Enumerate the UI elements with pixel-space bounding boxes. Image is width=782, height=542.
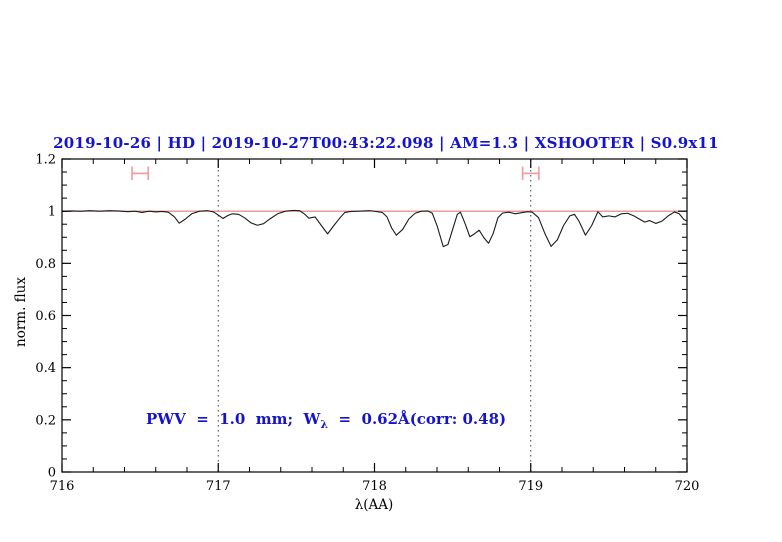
x-axis-label: λ(AA) — [354, 497, 394, 513]
x-tick-label: 717 — [206, 479, 231, 494]
x-tick-label: 720 — [675, 479, 700, 494]
x-tick-label: 716 — [50, 479, 75, 494]
x-tick-label: 718 — [362, 479, 387, 494]
spectrum-line — [61, 209, 688, 248]
y-tick-label: 0.6 — [35, 309, 56, 324]
y-tick-label: 0.8 — [35, 257, 56, 272]
pwv-annotation-value: = 0.62Å(corr: 0.48) — [328, 410, 507, 428]
pwv-annotation-text: PWV = 1.0 mm; W — [146, 410, 321, 428]
pwv-annotation-subscript: λ — [320, 418, 329, 431]
plot-title: 2019-10-26 | HD | 2019-10-27T00:43:22.09… — [53, 134, 719, 152]
y-tick-label: 1.2 — [35, 153, 56, 168]
y-axis-label: norm. flux — [13, 277, 29, 347]
x-tick-label: 719 — [518, 479, 543, 494]
y-tick-label: 0 — [48, 466, 56, 481]
y-tick-label: 0.2 — [35, 413, 56, 428]
y-tick-label: 0.4 — [35, 361, 56, 376]
pwv-annotation: PWV = 1.0 mm; Wλ = 0.62Å(corr: 0.48) — [146, 410, 506, 431]
y-tick-label: 1 — [48, 205, 56, 220]
